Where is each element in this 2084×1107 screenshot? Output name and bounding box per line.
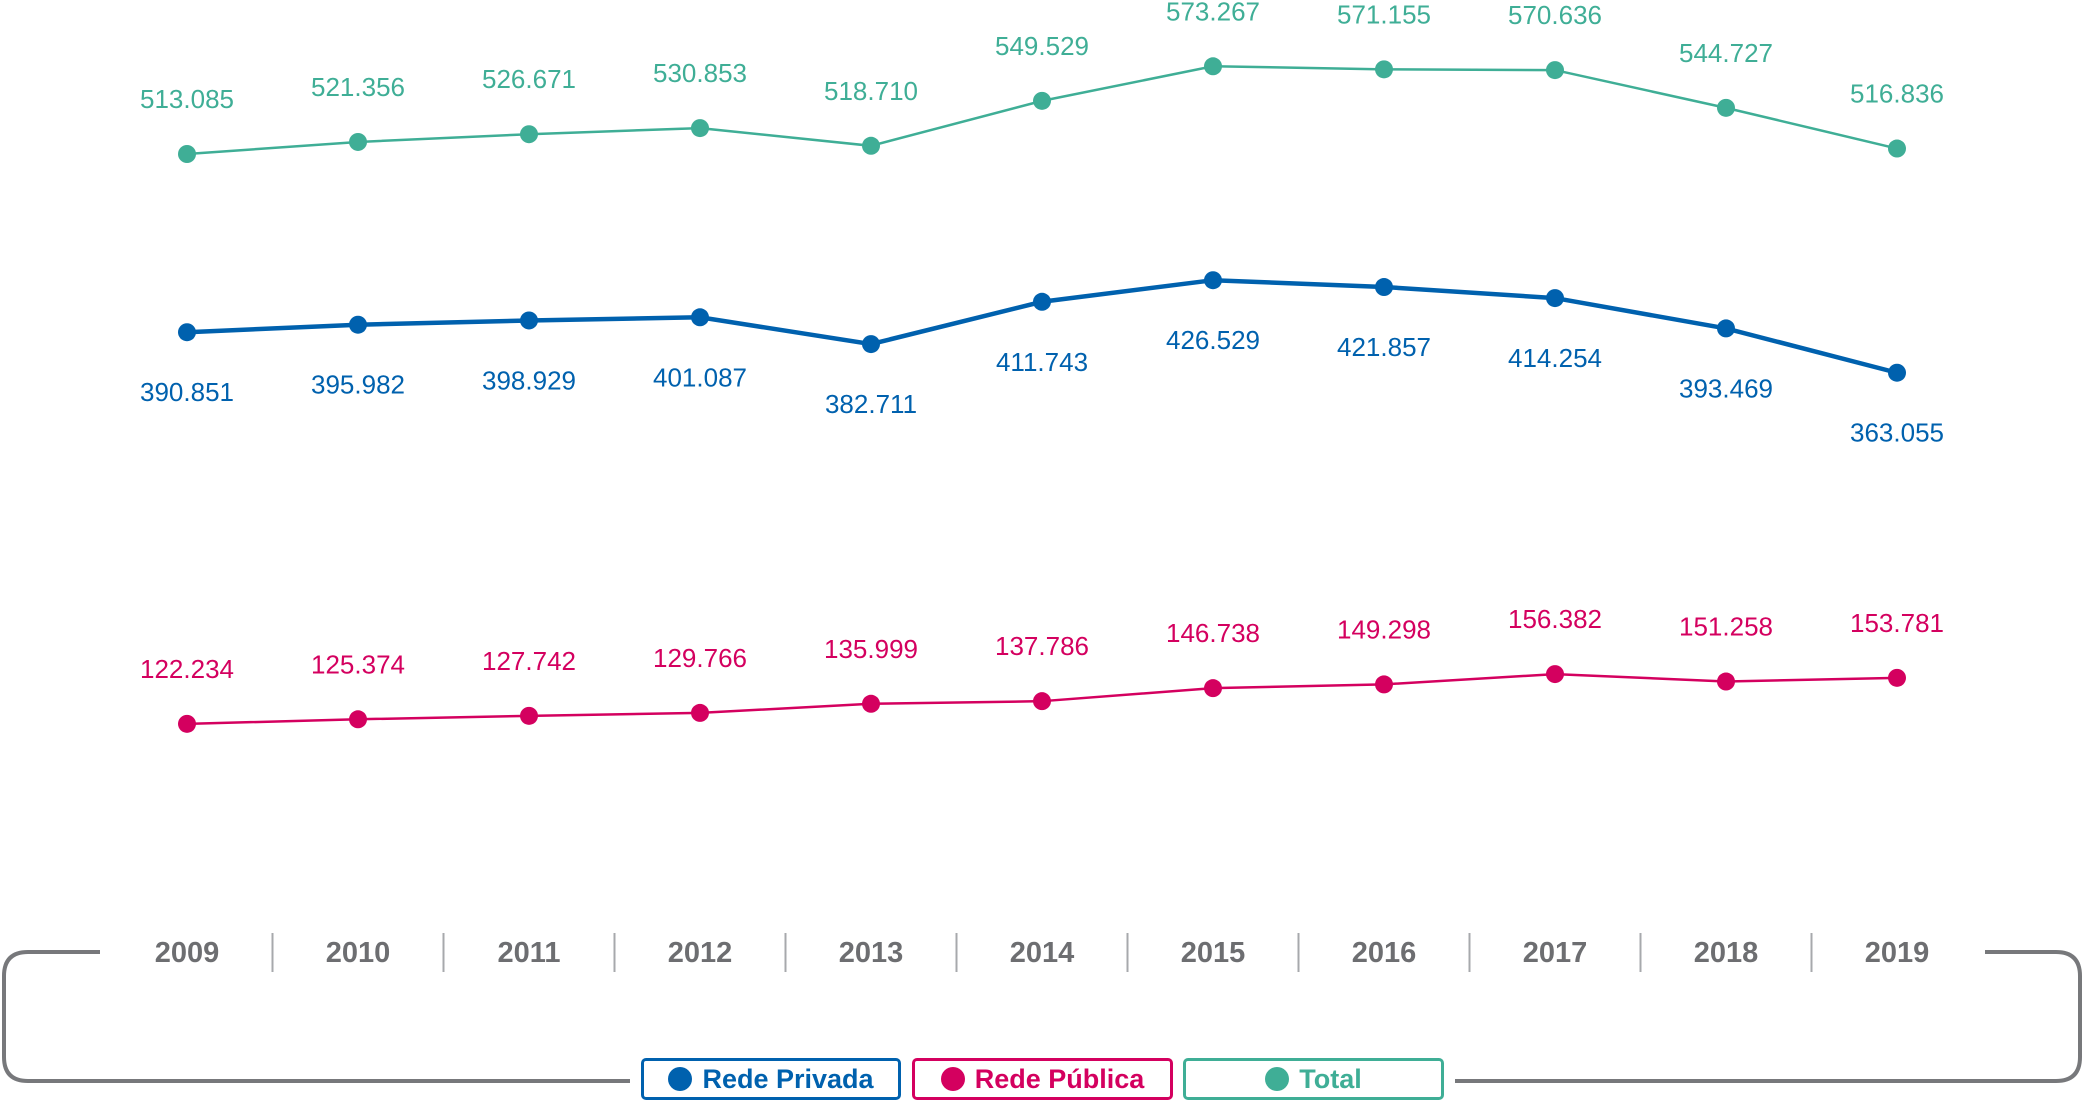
data-point [1717,672,1735,691]
data-label: 570.636 [1508,0,1602,30]
data-label: 153.781 [1850,608,1944,638]
data-point [1033,292,1051,311]
x-tick-label: 2017 [1523,937,1588,969]
data-label: 129.766 [653,643,747,673]
data-label: 513.085 [140,84,234,114]
x-tick-label: 2011 [498,937,561,969]
data-label: 127.742 [482,646,576,676]
data-label: 526.671 [482,64,576,94]
data-label: 156.382 [1508,604,1602,634]
data-label: 573.267 [1166,0,1260,26]
data-point [520,125,538,144]
data-label: 149.298 [1337,614,1431,644]
data-label: 401.087 [653,362,747,392]
data-label: 395.982 [311,370,405,400]
data-label: 530.853 [653,58,747,88]
data-point [520,706,538,725]
legend-label: Total [1299,1063,1362,1094]
data-point [1204,57,1222,76]
x-tick-label: 2013 [839,937,904,969]
data-point [178,145,196,163]
data-point [1717,98,1735,117]
data-label: 398.929 [482,365,576,395]
data-point [349,132,367,151]
axis-frame [2,950,2082,1083]
data-label: 122.234 [140,654,234,684]
data-point [862,136,880,155]
data-label: 521.356 [311,72,405,102]
data-label: 571.155 [1337,0,1431,29]
data-label: 411.743 [996,347,1088,377]
x-tick-label: 2015 [1181,937,1246,969]
data-point [349,315,367,334]
data-point [691,119,709,138]
data-point [1204,679,1222,698]
data-point [1888,139,1906,158]
series-line [186,65,1898,156]
data-point [178,323,196,342]
data-point [1033,91,1051,110]
data-label: 518.710 [824,76,918,106]
data-point [1204,271,1222,290]
data-point [1033,692,1051,711]
series-rede-privada: 390.851 395.982 398.929 401.087 382.711 411.7… [140,271,1944,448]
data-point [1375,278,1393,297]
series-total: 513.085 521.356 526.671 530.853 518.710 549.5… [140,0,1944,163]
legend-dot-icon [940,1067,965,1091]
data-point [178,714,196,733]
legend-label: Rede Privada [702,1063,874,1094]
data-label: 382.711 [825,389,917,419]
legend-dot-icon [1265,1067,1290,1091]
x-tick-label: 2010 [326,937,391,969]
legend-label: Rede Pública [974,1063,1145,1094]
legend-dot-icon [668,1067,693,1091]
data-label: 426.529 [1166,325,1260,355]
data-label: 421.857 [1337,332,1431,362]
x-tick-label: 2019 [1865,937,1930,969]
data-label: 544.727 [1679,38,1773,68]
data-point [1546,289,1564,308]
x-tick-label: 2016 [1352,937,1417,969]
x-tick-label: 2009 [155,937,220,969]
legend-rede-publica: Rede Pública [912,1058,1173,1100]
legend-total: Total [1183,1058,1444,1100]
data-point [691,308,709,327]
data-label: 516.836 [1850,79,1944,109]
x-tick-label: 2012 [668,937,733,969]
data-point [1888,668,1906,687]
data-label: 135.999 [824,634,918,664]
data-point [1375,675,1393,694]
data-point [1546,665,1564,684]
data-label: 414.254 [1508,343,1602,373]
data-label: 549.529 [995,31,1089,61]
data-label: 146.738 [1166,618,1260,648]
data-label: 137.786 [995,631,1089,661]
data-label: 151.258 [1679,612,1773,642]
data-label: 363.055 [1850,418,1944,448]
data-point [1375,60,1393,79]
x-tick-label: 2018 [1694,937,1759,969]
data-point [1888,363,1906,382]
legend-rede-privada: Rede Privada [641,1058,901,1100]
series-rede-publica: 122.234 125.374 127.742 129.766 135.999 137.7… [140,604,1944,733]
data-point [862,694,880,713]
data-point [520,311,538,330]
data-point [1717,319,1735,338]
data-point [691,703,709,722]
data-label: 393.469 [1679,373,1773,403]
data-label: 125.374 [311,649,405,679]
data-point [349,710,367,729]
data-point [1546,61,1564,80]
data-point [862,335,880,354]
x-tick-label: 2014 [1010,937,1075,969]
data-label: 390.851 [140,377,234,407]
